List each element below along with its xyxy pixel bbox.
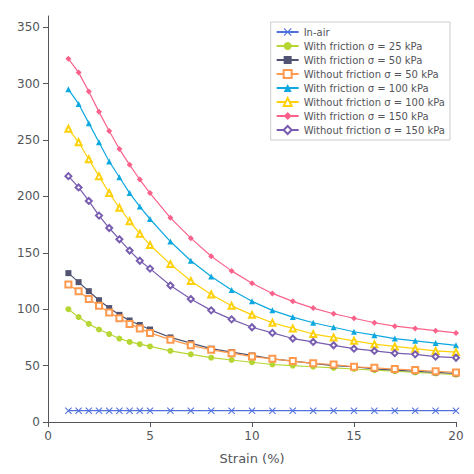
svg-text:Without friction σ = 150 kPa: Without friction σ = 150 kPa (304, 125, 445, 136)
svg-text:0: 0 (44, 429, 52, 443)
svg-text:250: 250 (17, 133, 40, 147)
svg-text:With friction σ = 25 kPa: With friction σ = 25 kPa (304, 41, 423, 52)
svg-text:350: 350 (17, 20, 40, 34)
svg-text:Without friction σ = 100 kPa: Without friction σ = 100 kPa (304, 97, 445, 108)
svg-text:15: 15 (346, 429, 361, 443)
svg-text:10: 10 (244, 429, 259, 443)
svg-text:0: 0 (32, 415, 40, 429)
svg-text:With friction σ = 150 kPa: With friction σ = 150 kPa (304, 111, 429, 122)
svg-text:5: 5 (146, 429, 154, 443)
svg-text:200: 200 (17, 189, 40, 203)
svg-text:150: 150 (17, 246, 40, 260)
svg-text:In-air: In-air (304, 27, 331, 38)
svg-text:100: 100 (17, 302, 40, 316)
svg-text:With friction σ = 100 kPa: With friction σ = 100 kPa (304, 83, 429, 94)
svg-text:Strain (%): Strain (%) (219, 451, 284, 466)
svg-text:With friction σ = 50 kPa: With friction σ = 50 kPa (304, 55, 423, 66)
svg-text:50: 50 (25, 359, 40, 373)
svg-text:300: 300 (17, 77, 40, 91)
svg-text:Without friction σ = 50 kPa: Without friction σ = 50 kPa (304, 69, 439, 80)
svg-text:20: 20 (448, 429, 463, 443)
